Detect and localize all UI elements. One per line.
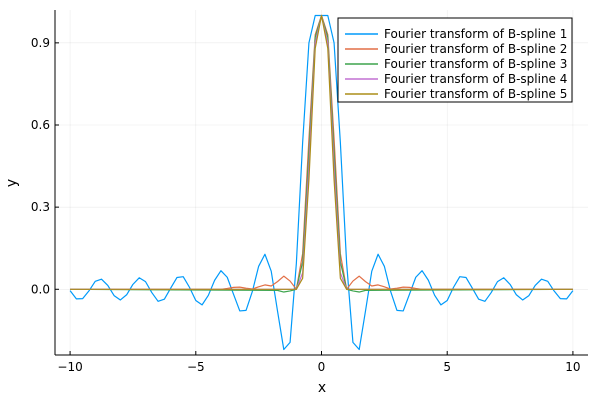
y-tick-label: 0.6 [31, 118, 50, 132]
y-tick-label: 0.0 [31, 282, 50, 296]
series-line-5 [70, 14, 573, 290]
x-tick-label: −5 [187, 360, 205, 374]
x-tick-label: −10 [57, 360, 82, 374]
legend-label-3: Fourier transform of B-spline 3 [384, 57, 567, 71]
x-tick-label: 5 [443, 360, 451, 374]
ticks: −10 −5 0 5 10 0.0 0.3 0.6 0.9 [31, 36, 581, 374]
y-tick-label: 0.9 [31, 36, 50, 50]
x-axis-label: x [318, 380, 326, 396]
legend-box [337, 17, 573, 103]
y-axis-label: y [4, 179, 20, 187]
series-layer [69, 14, 574, 351]
legend-label-2: Fourier transform of B-spline 2 [384, 42, 567, 56]
y-tick-label: 0.3 [31, 200, 50, 214]
legend-label-5: Fourier transform of B-spline 5 [384, 87, 567, 101]
x-tick-label: 0 [318, 360, 326, 374]
x-tick-label: 10 [565, 360, 580, 374]
legend-label-4: Fourier transform of B-spline 4 [384, 72, 567, 86]
legend-label-1: Fourier transform of B-spline 1 [384, 27, 567, 41]
